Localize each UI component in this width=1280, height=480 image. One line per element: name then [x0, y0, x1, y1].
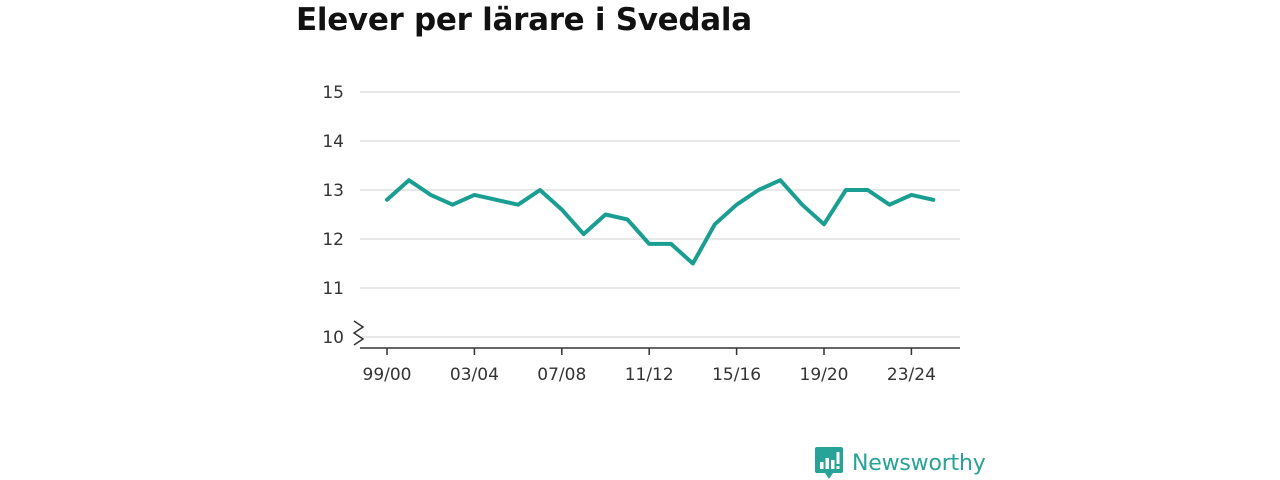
gridlines — [360, 91, 960, 338]
x-tick-label: 99/00 — [363, 365, 412, 385]
brand-name: Newsworthy — [852, 450, 986, 476]
y-tick-label: 10 — [322, 328, 344, 348]
x-tick-label: 15/16 — [712, 365, 761, 385]
newsworthy-brand: Newsworthy — [815, 446, 986, 480]
x-axis: 99/00 03/04 07/08 11/12 15/16 19/20 23/24 — [360, 347, 960, 385]
x-tick-label: 07/08 — [537, 365, 586, 385]
x-tick-label: 11/12 — [625, 365, 674, 385]
y-tick-label: 12 — [322, 230, 344, 250]
y-tick-label: 15 — [322, 83, 344, 103]
x-tick-label: 19/20 — [800, 365, 849, 385]
y-tick-label: 14 — [322, 132, 344, 152]
chart-title: Elever per lärare i Svedala — [296, 2, 752, 38]
x-tick-label: 23/24 — [887, 365, 936, 385]
y-tick-label: 13 — [322, 181, 344, 201]
axis-break-icon — [352, 320, 365, 346]
y-axis-ticks: 10 11 12 13 14 15 — [322, 83, 365, 348]
y-tick-label: 11 — [322, 279, 344, 299]
x-tick-label: 03/04 — [450, 365, 499, 385]
series-layer — [385, 178, 936, 266]
series-line — [385, 178, 936, 266]
bar-chart-speech-bubble-icon — [815, 447, 843, 479]
